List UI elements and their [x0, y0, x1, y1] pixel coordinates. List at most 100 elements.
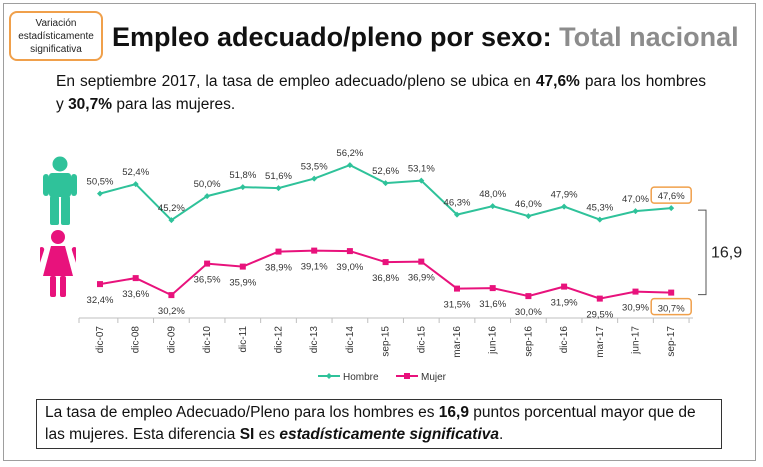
slide-frame [3, 3, 756, 461]
data-label: 46,0% [515, 199, 542, 210]
data-point-mujer [561, 283, 568, 290]
data-label: 31,9% [551, 298, 578, 309]
data-label: 50,5% [87, 177, 114, 188]
data-label: 30,0% [515, 307, 542, 318]
intro-value-female: 30,7% [68, 96, 113, 113]
data-label: 47,6% [658, 191, 685, 202]
data-point-mujer [382, 259, 389, 266]
data-label: 52,4% [122, 167, 149, 178]
footer-value-significant: estadísticamente significativa [279, 426, 500, 443]
footer-text-4: . [499, 426, 504, 443]
data-label: 53,1% [408, 164, 435, 175]
data-label: 36,8% [372, 273, 399, 284]
data-label: 51,6% [265, 171, 292, 182]
x-tick-label: sep-16 [523, 326, 534, 357]
data-point-hombre [489, 203, 496, 210]
data-label: 45,2% [158, 203, 185, 214]
legend-label-mujer: Mujer [421, 372, 447, 383]
data-point-hombre [525, 213, 532, 220]
data-point-hombre [168, 217, 175, 224]
data-label: 48,0% [479, 189, 506, 200]
data-point-hombre [454, 211, 460, 218]
man-icon [43, 156, 77, 225]
data-point-mujer [668, 289, 675, 296]
x-tick-label: sep-15 [381, 326, 392, 357]
data-label: 31,5% [444, 300, 471, 311]
data-label: 46,3% [444, 198, 471, 209]
data-label: 29,5% [586, 310, 613, 321]
intro-paragraph: En septiembre 2017, la tasa de empleo ad… [56, 70, 706, 116]
data-label: 47,9% [551, 190, 578, 201]
woman-icon [40, 230, 76, 297]
data-label: 38,9% [265, 263, 292, 274]
highlight-box-hombre [650, 186, 692, 204]
data-label: 33,6% [122, 289, 149, 300]
data-label: 47,0% [622, 194, 649, 205]
intro-text-1: En septiembre 2017, la tasa de empleo ad… [56, 73, 536, 90]
data-point-hombre [204, 193, 211, 200]
x-tick-label: dic-10 [202, 326, 213, 354]
data-point-mujer [168, 292, 175, 299]
data-point-hombre [632, 208, 639, 215]
legend-marker-hombre [326, 373, 332, 379]
data-point-hombre [311, 175, 318, 182]
data-label: 45,3% [586, 203, 613, 214]
x-tick-label: jun-17 [631, 326, 642, 355]
page-title: Empleo adecuado/pleno por sexo: Total na… [112, 22, 739, 53]
data-point-hombre [346, 162, 353, 169]
x-tick-label: jun-16 [488, 326, 499, 355]
data-point-mujer [346, 248, 353, 255]
data-point-hombre [97, 190, 103, 197]
data-point-mujer [418, 258, 425, 265]
difference-label: 16,9 [711, 244, 742, 261]
x-tick-label: dic-15 [416, 326, 427, 354]
footer-text-3: es [254, 426, 280, 443]
x-tick-label: mar-17 [595, 326, 606, 358]
data-label: 53,5% [301, 162, 328, 173]
x-tick-label: dic-09 [166, 326, 177, 354]
data-label: 51,8% [229, 170, 256, 181]
data-label: 50,0% [194, 179, 221, 190]
x-tick-label: dic-14 [345, 326, 356, 354]
legend-marker-mujer [404, 373, 410, 379]
highlight-box-mujer [650, 297, 692, 316]
footer-text-1: La tasa de empleo Adecuado/Pleno para lo… [45, 404, 439, 421]
data-point-mujer [596, 295, 603, 302]
footer-value-diff: 16,9 [438, 404, 469, 421]
conclusion-box: La tasa de empleo Adecuado/Pleno para lo… [36, 399, 722, 449]
difference-bracket [698, 209, 707, 296]
data-point-hombre [275, 185, 282, 192]
data-point-mujer [97, 281, 103, 288]
legend-label-hombre: Hombre [343, 372, 379, 383]
data-point-mujer [632, 288, 639, 295]
data-point-hombre [596, 216, 603, 223]
x-tick-label: mar-16 [452, 326, 463, 358]
x-tick-label: dic-08 [131, 326, 142, 354]
data-point-hombre [132, 181, 139, 188]
data-point-mujer [204, 260, 211, 267]
data-point-mujer [454, 285, 460, 292]
title-sub: Total nacional [559, 22, 739, 52]
data-point-mujer [525, 293, 532, 300]
significance-badge: Variación estadísticamente significativa [9, 11, 103, 61]
badge-text: Variación estadísticamente significativa [18, 17, 94, 55]
data-label: 35,9% [229, 278, 256, 289]
footer-value-si: SI [239, 426, 255, 443]
data-point-mujer [489, 285, 496, 292]
data-label: 39,0% [336, 262, 363, 273]
data-point-hombre [382, 180, 389, 187]
data-label: 30,9% [622, 303, 649, 314]
data-point-hombre [418, 177, 425, 184]
data-point-mujer [132, 275, 139, 282]
data-point-mujer [275, 248, 282, 255]
data-label: 30,2% [158, 306, 185, 317]
data-label: 39,1% [301, 262, 328, 273]
x-tick-label: dic-11 [238, 326, 249, 353]
x-tick-label: dic-13 [309, 326, 320, 354]
data-label: 32,4% [87, 295, 114, 306]
data-point-mujer [311, 247, 318, 254]
title-main: Empleo adecuado/pleno por sexo: [112, 22, 552, 52]
footer-text-2: puntos porcentual mayor que de las mujer… [45, 404, 696, 443]
x-tick-label: sep-17 [666, 326, 677, 357]
